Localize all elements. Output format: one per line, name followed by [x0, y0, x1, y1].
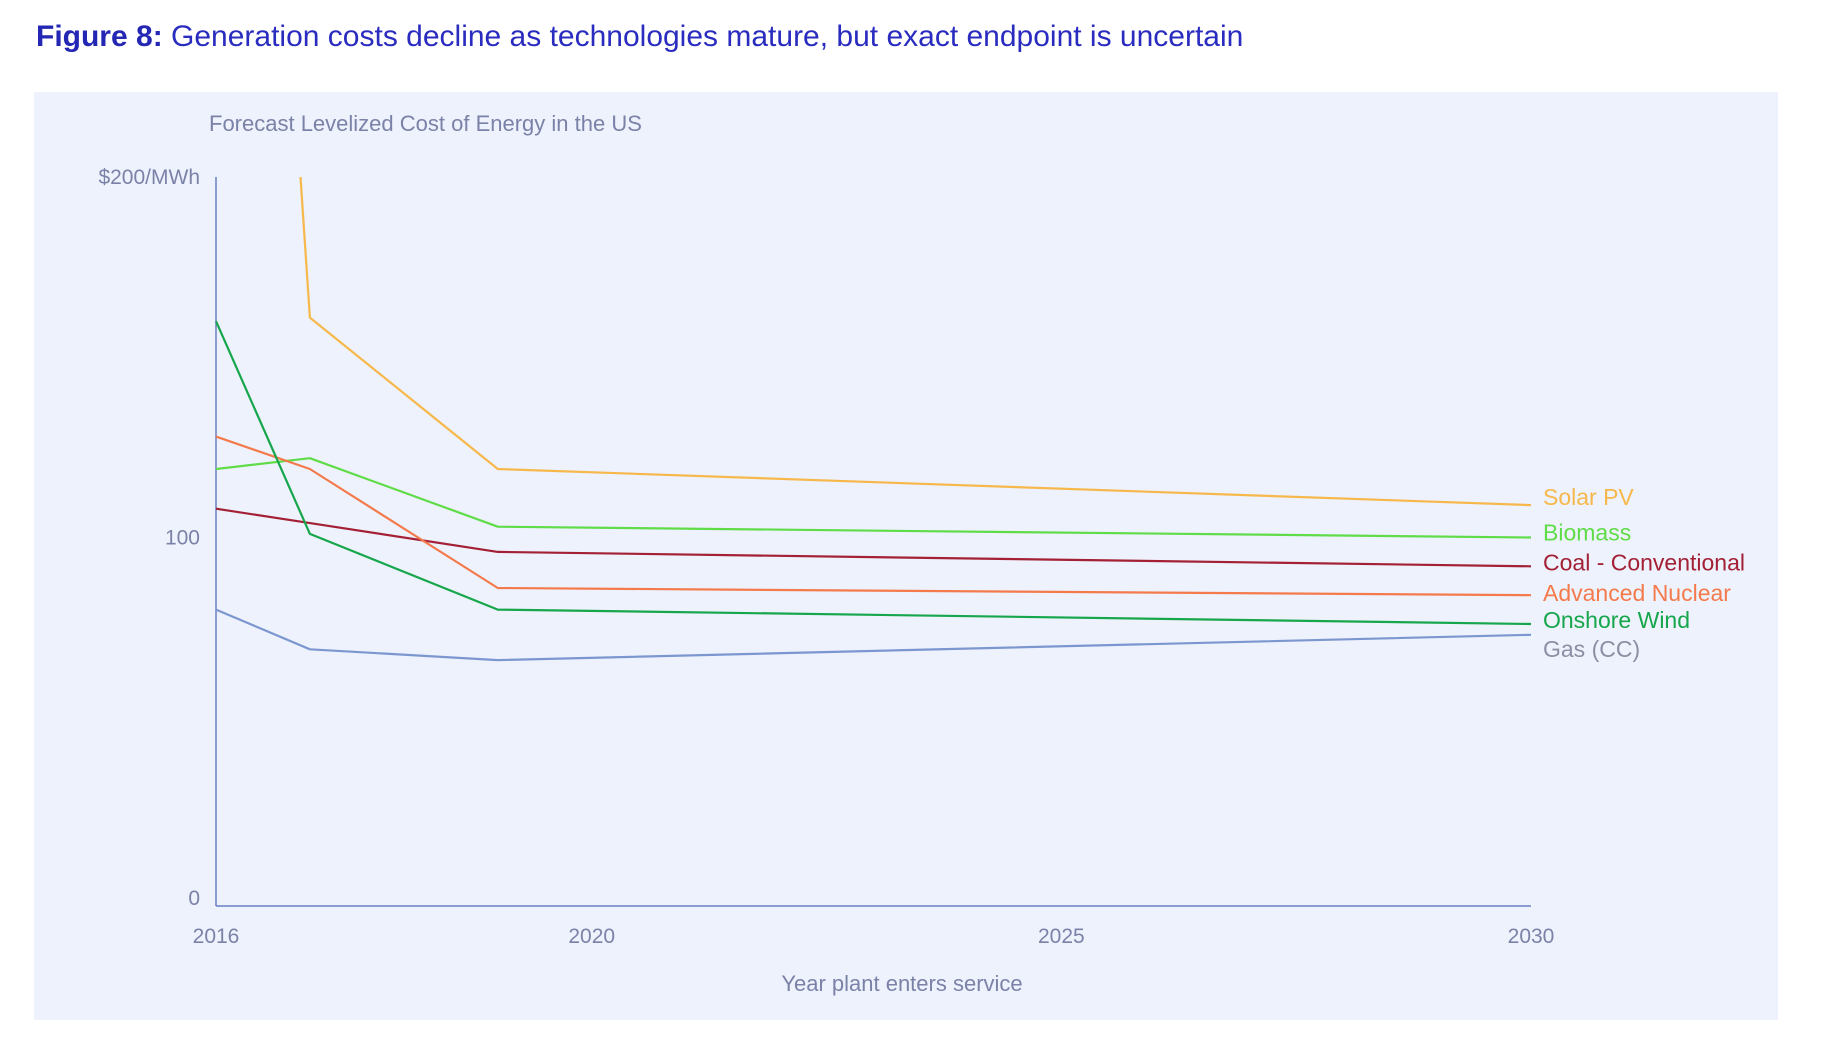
figure-number: Figure 8:: [36, 20, 163, 53]
series-label: Advanced Nuclear: [1543, 580, 1731, 606]
line-chart: Forecast Levelized Cost of Energy in the…: [98, 111, 1745, 996]
series-label: Coal - Conventional: [1543, 549, 1745, 575]
figure-heading: Figure 8: Generation costs decline as te…: [36, 20, 1243, 54]
x-tick-label: 2025: [1038, 925, 1085, 948]
series-label: Solar PV: [1543, 484, 1634, 510]
series-label: Onshore Wind: [1543, 607, 1690, 633]
series-line: [215, 457, 1532, 539]
series-line: [214, 320, 1532, 626]
y-tick-label: 100: [165, 527, 200, 550]
x-tick-label: 2016: [193, 925, 240, 948]
series-label: Gas (CC): [1543, 636, 1640, 662]
series-line: [215, 608, 1532, 662]
series-line: [299, 176, 1532, 507]
series-line: [215, 507, 1532, 568]
y-tick-label: $200/MWh: [98, 166, 200, 189]
figure-caption: Generation costs decline as technologies…: [171, 20, 1244, 53]
y-tick-label: 0: [188, 887, 200, 910]
chart-title: Forecast Levelized Cost of Energy in the…: [209, 111, 642, 136]
series-label: Biomass: [1543, 520, 1631, 546]
series-line: [215, 435, 1532, 597]
x-tick-label: 2020: [568, 925, 615, 948]
chart-panel: Forecast Levelized Cost of Energy in the…: [34, 92, 1778, 1020]
x-axis-label: Year plant enters service: [781, 971, 1022, 996]
x-tick-label: 2030: [1508, 925, 1555, 948]
